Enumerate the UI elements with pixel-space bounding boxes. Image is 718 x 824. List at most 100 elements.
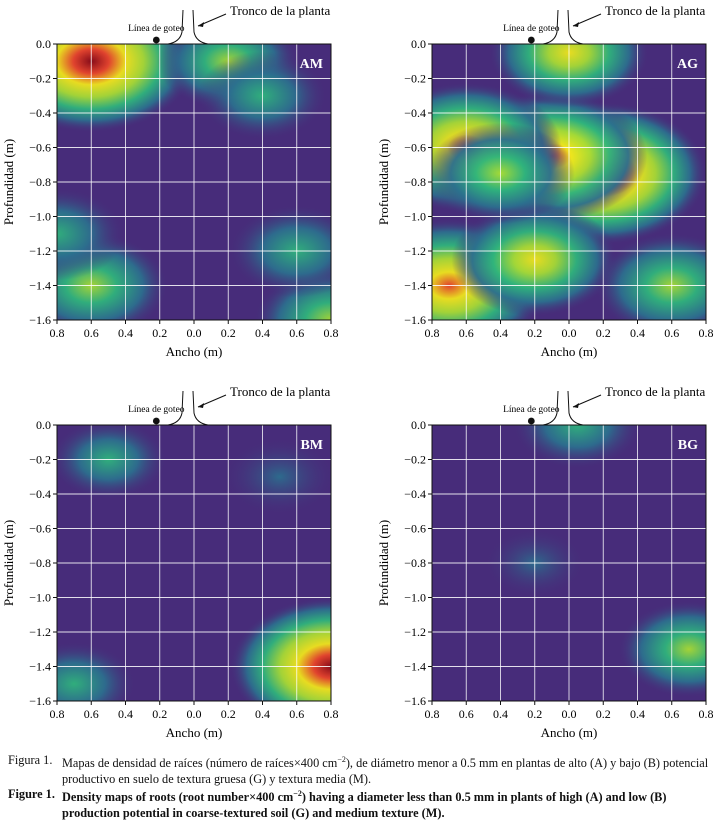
- hotspot: [57, 641, 137, 701]
- trunk-right-edge: [567, 9, 584, 45]
- x-tick-label: 0.6: [459, 326, 474, 340]
- y-tick-label: −0.4: [29, 106, 51, 120]
- heatmap-hotspots: [57, 425, 331, 701]
- y-tick-label: −1.6: [29, 694, 51, 708]
- y-tick-label: −1.4: [404, 660, 426, 674]
- panel-bg: 0.8 0.6 0.4 0.2 0.0 0.2 0.4 0.6 0.8 0.0 −0.2 −0.4 −0…: [376, 384, 714, 740]
- hotspot: [222, 437, 331, 516]
- drip-point-icon: [152, 36, 160, 44]
- drip-label: Línea de goteo: [503, 405, 560, 415]
- y-tick-label: 0.0: [36, 418, 51, 432]
- x-tick-label: 0.4: [493, 326, 508, 340]
- y-axis-label: Profundidad (m): [1, 520, 16, 606]
- y-tick-label: −0.4: [29, 487, 51, 501]
- hotspot: [432, 122, 575, 224]
- panel-label: BG: [678, 438, 698, 453]
- hotspot: [594, 232, 706, 320]
- hotspot: [57, 425, 168, 500]
- grid-lines: [57, 44, 331, 320]
- y-tick-label: 0.0: [411, 37, 426, 51]
- x-tick-label: 0.2: [527, 326, 542, 340]
- y-tick-label: −1.2: [404, 244, 426, 258]
- x-tick-label: 0.8: [425, 326, 440, 340]
- plant-annotation: Tronco de la planta Línea de goteo: [128, 384, 330, 426]
- x-axis-label: Ancho (m): [166, 725, 223, 740]
- y-tick-label: −1.6: [29, 313, 51, 327]
- caption-text: Density maps of roots (root number×400 c…: [62, 789, 667, 821]
- panel-label: AG: [677, 57, 698, 72]
- trunk-left-edge: [167, 390, 184, 426]
- caption-label: Figura 1.: [8, 753, 53, 767]
- plant-annotation: Tronco de la planta Línea de goteo: [128, 3, 330, 45]
- x-tick-label: 0.8: [699, 707, 714, 721]
- x-tick-label: 0.6: [459, 707, 474, 721]
- x-tick-label: 0.0: [562, 326, 577, 340]
- y-tick-label: −1.0: [404, 210, 426, 224]
- x-tick-label: 0.4: [630, 326, 645, 340]
- x-tick-label: 0.6: [289, 707, 304, 721]
- x-tick-label: 0.2: [221, 326, 236, 340]
- y-tick-label: −0.8: [29, 556, 51, 570]
- x-tick-label: 0.6: [664, 707, 679, 721]
- arrow-head-icon: [573, 403, 579, 408]
- grid-lines: [432, 44, 706, 320]
- trunk-right-edge: [567, 390, 584, 426]
- x-tick-label: 0.6: [84, 326, 99, 340]
- trunk-right-edge: [192, 390, 209, 426]
- drip-label: Línea de goteo: [128, 405, 185, 415]
- y-tick-label: −0.2: [404, 453, 426, 467]
- y-axis-label: Profundidad (m): [376, 139, 391, 225]
- trunk-label: Tronco de la planta: [605, 3, 705, 18]
- y-tick-label: −1.4: [29, 279, 51, 293]
- arrow-head-icon: [198, 403, 204, 408]
- y-tick-label: −1.6: [404, 694, 426, 708]
- trunk-right-edge: [192, 9, 209, 45]
- x-tick-label: 0.6: [84, 707, 99, 721]
- y-tick-label: −0.2: [29, 72, 51, 86]
- hotspot: [512, 425, 643, 470]
- x-tick-label: 0.8: [425, 707, 440, 721]
- trunk-left-edge: [167, 9, 184, 45]
- x-tick-label: 0.8: [699, 326, 714, 340]
- y-tick-label: −1.2: [404, 625, 426, 639]
- y-tick-label: −0.4: [404, 487, 426, 501]
- x-tick-label: 0.4: [493, 707, 508, 721]
- arrow-head-icon: [573, 22, 579, 27]
- hotspot: [229, 597, 331, 701]
- x-tick-label: 0.2: [596, 326, 611, 340]
- x-tick-label: 0.2: [152, 707, 167, 721]
- y-tick-label: −1.0: [29, 591, 51, 605]
- x-tick-label: 0.4: [255, 326, 270, 340]
- panel-label: AM: [300, 57, 323, 72]
- x-tick-label: 0.2: [152, 326, 167, 340]
- y-tick-label: −0.4: [404, 106, 426, 120]
- x-tick-label: 0.4: [118, 326, 133, 340]
- arrow-head-icon: [198, 22, 204, 27]
- x-axis-label: Ancho (m): [541, 344, 598, 359]
- y-tick-label: −1.0: [29, 210, 51, 224]
- y-tick-label: −1.0: [404, 591, 426, 605]
- trunk-label: Tronco de la planta: [230, 384, 330, 399]
- panel-label: BM: [300, 438, 323, 453]
- grid-lines: [57, 425, 331, 701]
- panel-am: 0.8 0.6 0.4 0.2 0.0 0.2 0.4 0.6 0.8 0.0 −0.2 −0.4 −0…: [1, 3, 339, 359]
- trunk-label: Tronco de la planta: [230, 3, 330, 18]
- y-tick-label: −1.6: [404, 313, 426, 327]
- y-tick-label: −1.4: [29, 660, 51, 674]
- caption-english: Figure 1. Density maps of roots (root nu…: [8, 786, 714, 821]
- caption-text: Mapas de densidad de raíces (número de r…: [62, 755, 709, 787]
- grid-lines: [432, 425, 706, 701]
- y-tick-label: −1.4: [404, 279, 426, 293]
- drip-point-icon: [527, 36, 535, 44]
- x-tick-label: 0.4: [630, 707, 645, 721]
- trunk-left-edge: [542, 390, 559, 426]
- drip-point-icon: [152, 417, 160, 425]
- x-axis-label: Ancho (m): [166, 344, 223, 359]
- y-tick-label: −0.2: [404, 72, 426, 86]
- y-tick-label: 0.0: [411, 418, 426, 432]
- y-tick-label: −0.6: [29, 141, 51, 155]
- y-tick-label: −0.2: [29, 453, 51, 467]
- drip-label: Línea de goteo: [128, 24, 185, 34]
- x-tick-label: 0.4: [255, 707, 270, 721]
- x-tick-label: 0.6: [664, 326, 679, 340]
